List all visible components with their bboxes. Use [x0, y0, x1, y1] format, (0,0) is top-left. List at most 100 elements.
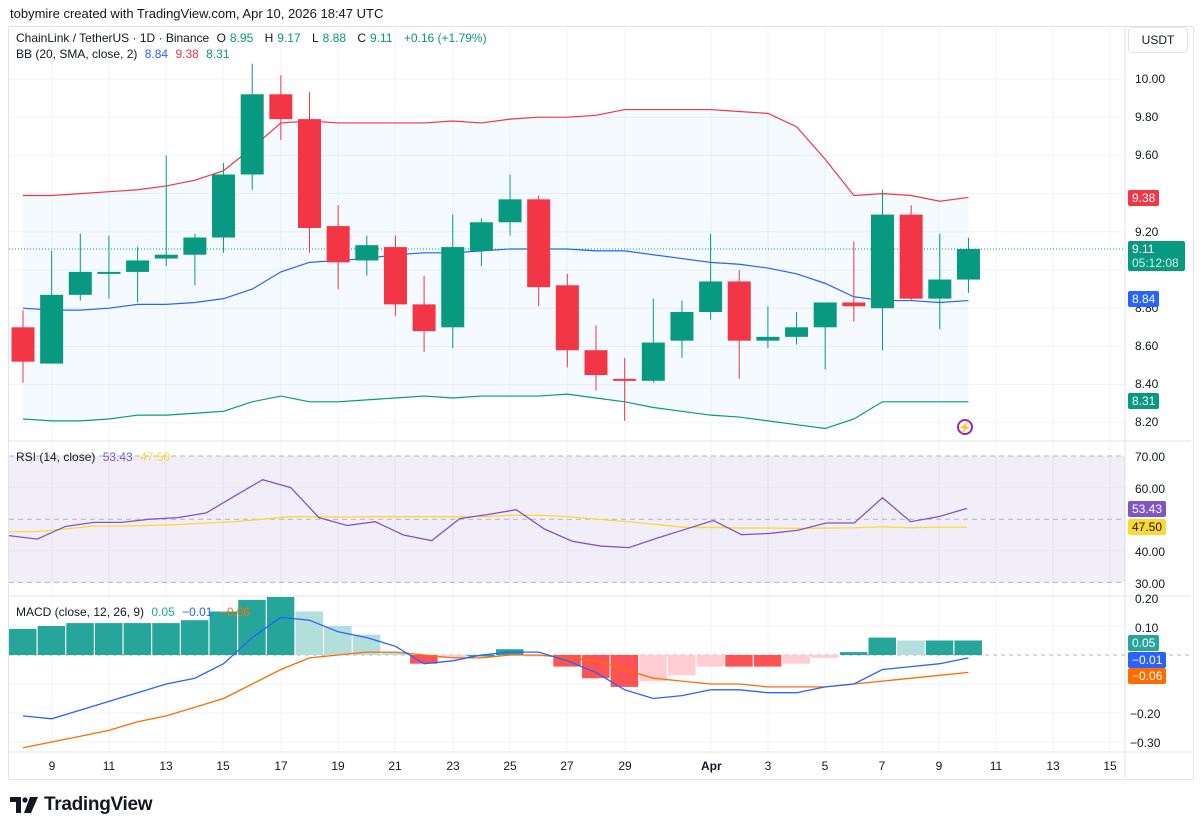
candle[interactable]	[956, 248, 980, 280]
candle[interactable]	[584, 350, 608, 376]
bar-countdown: 05:12:08	[1132, 256, 1179, 270]
price-axis-label: 8.40	[1135, 377, 1159, 391]
time-axis-label: 29	[618, 759, 632, 773]
candle[interactable]	[813, 302, 837, 328]
bb-lower-tag: 8.31	[1128, 393, 1160, 409]
candle[interactable]	[97, 271, 121, 274]
rsi-tag: 53.43	[1128, 501, 1167, 517]
open-value: 8.95	[229, 31, 254, 45]
attribution-text: tobymire created with TradingView.com, A…	[10, 6, 384, 21]
price-axis-label: 9.20	[1135, 225, 1159, 239]
currency-unit-button[interactable]: USDT	[1128, 27, 1188, 53]
tradingview-logo: TradingView	[10, 794, 153, 816]
rsi-ma-tag: 47.50	[1128, 519, 1167, 535]
close-label: C	[357, 31, 367, 45]
macd-legend[interactable]: MACD (close, 12, 26, 9) 0.05 −0.01 −0.06	[16, 605, 254, 619]
price-axis-label: 10.00	[1135, 72, 1166, 86]
lightning-icon[interactable]: ⚡	[957, 419, 973, 435]
tradingview-logo-icon	[10, 797, 38, 813]
candle[interactable]	[469, 222, 493, 251]
time-axis-label: 5	[821, 759, 829, 773]
time-axis-label: 27	[560, 759, 574, 773]
candle[interactable]	[298, 119, 321, 228]
macd-hist-tag: 0.05	[1128, 635, 1160, 651]
candle[interactable]	[412, 304, 436, 332]
candle[interactable]	[785, 327, 809, 337]
rsi-legend[interactable]: RSI (14, close) 53.43 47.50	[16, 450, 174, 464]
candle[interactable]	[11, 327, 35, 362]
bb-upper-tag: 9.38	[1128, 190, 1160, 206]
candle[interactable]	[613, 378, 637, 381]
bb-lower-value: 8.31	[206, 47, 230, 61]
time-axis-label: 11	[102, 759, 116, 773]
rsi-ma-value: 47.50	[140, 450, 171, 464]
last-price-tag: 9.11 05:12:08	[1128, 241, 1185, 271]
candle[interactable]	[641, 342, 665, 381]
bb-basis-value: 8.84	[144, 47, 169, 61]
time-axis-label: 9	[935, 759, 943, 773]
candle[interactable]	[555, 285, 579, 351]
rsi-axis-label: 70.00	[1135, 450, 1166, 464]
candle[interactable]	[842, 302, 866, 307]
macd-hist-value: 0.05	[151, 605, 175, 619]
candle[interactable]	[154, 254, 178, 259]
candle[interactable]	[871, 214, 894, 309]
candle[interactable]	[383, 247, 407, 305]
bb-legend[interactable]: BB (20, SMA, close, 2) 8.84 9.38 8.31	[16, 47, 234, 61]
candle[interactable]	[212, 174, 236, 238]
macd-signal-tag: −0.06	[1128, 668, 1167, 684]
candle[interactable]	[498, 199, 522, 223]
candle[interactable]	[899, 214, 923, 299]
candle[interactable]	[527, 199, 551, 288]
symbol-title: ChainLink / TetherUS · 1D · Binance	[16, 31, 210, 45]
candle[interactable]	[240, 94, 264, 175]
candle[interactable]	[670, 312, 694, 341]
time-axis-label: 21	[388, 759, 402, 773]
candle[interactable]	[727, 281, 751, 341]
candle[interactable]	[126, 260, 150, 272]
open-label: O	[216, 31, 226, 45]
macd-value: −0.01	[182, 605, 213, 619]
candle[interactable]	[355, 245, 379, 261]
macd-axis-label: −0.30	[1130, 736, 1161, 750]
price-axis-label: 8.60	[1135, 339, 1159, 353]
time-axis-label: Apr	[701, 759, 722, 773]
candle[interactable]	[699, 281, 723, 313]
tradingview-wordmark: TradingView	[44, 794, 153, 815]
rsi-label: RSI (14, close)	[16, 450, 96, 464]
close-value: 9.11	[370, 31, 393, 45]
bb-upper-value: 9.38	[175, 47, 199, 61]
time-axis-label: 9	[48, 759, 56, 773]
price-axis-label: 9.80	[1135, 110, 1159, 124]
candle[interactable]	[40, 294, 64, 364]
time-axis-label: 19	[331, 759, 345, 773]
price-axis-label: 9.60	[1135, 148, 1159, 162]
bb-label: BB (20, SMA, close, 2)	[16, 47, 138, 61]
time-axis-label: 25	[503, 759, 517, 773]
time-axis-label: 7	[878, 759, 886, 773]
time-axis-label: 13	[1046, 759, 1060, 773]
macd-axis-label: 0.10	[1135, 621, 1159, 635]
rsi-axis-label: 30.00	[1135, 577, 1166, 591]
high-label: H	[264, 31, 274, 45]
macd-signal-value: −0.06	[219, 605, 251, 619]
candle[interactable]	[756, 336, 780, 341]
rsi-value: 53.43	[102, 450, 133, 464]
rsi-axis-label: 60.00	[1135, 482, 1166, 496]
low-label: L	[311, 31, 319, 45]
time-axis-label: 17	[274, 759, 288, 773]
time-axis-label: 13	[159, 759, 173, 773]
time-axis-label: 15	[1103, 759, 1117, 773]
candle[interactable]	[269, 94, 293, 120]
candle[interactable]	[68, 271, 92, 295]
candle[interactable]	[326, 226, 350, 263]
symbol-legend: ChainLink / TetherUS · 1D · Binance O 8.9…	[16, 31, 491, 45]
macd-label: MACD (close, 12, 26, 9)	[16, 605, 145, 619]
time-axis-label: 23	[446, 759, 460, 773]
candle[interactable]	[928, 279, 952, 299]
candle[interactable]	[183, 237, 207, 255]
low-value: 8.88	[322, 31, 347, 45]
candle[interactable]	[441, 247, 465, 328]
time-axis-label: 3	[764, 759, 772, 773]
